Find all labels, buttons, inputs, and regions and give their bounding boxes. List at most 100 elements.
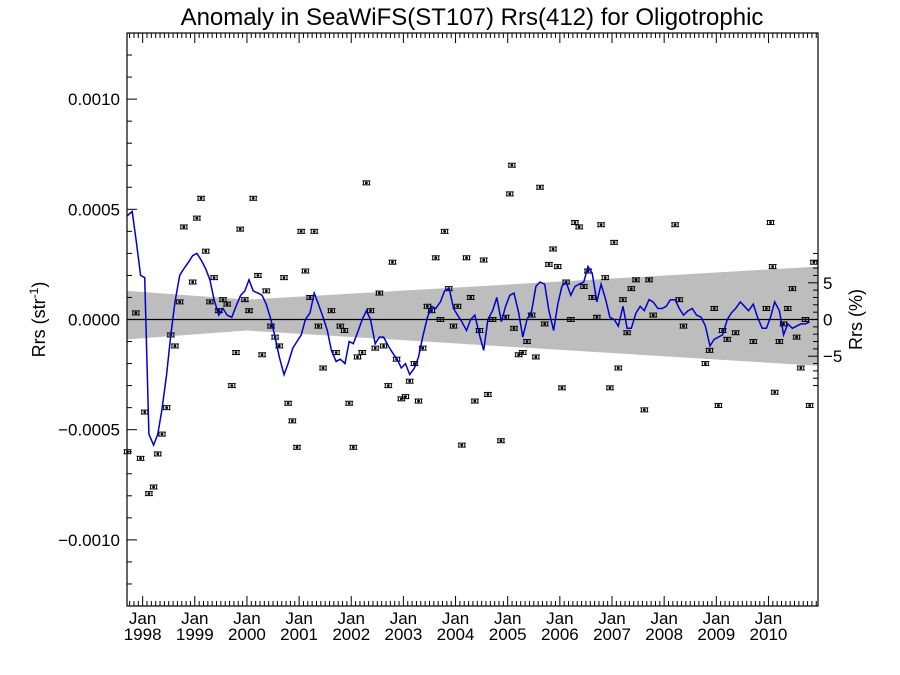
data-point [153, 451, 162, 457]
point-marker [182, 225, 186, 229]
data-point [362, 180, 371, 186]
point-marker [343, 329, 346, 332]
point-marker [277, 344, 281, 348]
y-axis-label-left-sup: -1 [27, 287, 41, 298]
point-marker [256, 274, 260, 277]
point-marker [712, 307, 716, 310]
point-marker [682, 324, 685, 328]
point-marker [347, 401, 351, 405]
point-marker [425, 304, 429, 308]
y-left-tick-label: −0.0010 [58, 531, 120, 550]
point-marker [603, 276, 607, 280]
data-point [496, 438, 505, 444]
x-tick-label-year: 2004 [437, 625, 475, 644]
data-point [618, 297, 627, 303]
point-marker [299, 229, 303, 233]
point-marker [634, 278, 638, 282]
data-point [431, 255, 440, 261]
y-axis-label-left-base: Rrs (str [29, 298, 49, 357]
x-tick-label-month: Jan [546, 609, 573, 628]
point-marker [173, 344, 177, 348]
point-marker [795, 335, 799, 339]
y-axis-label-left-close: ) [29, 282, 49, 288]
y-left-tick-label: −0.0005 [58, 421, 120, 440]
point-marker [316, 324, 320, 328]
y-axis-label-right: Rrs (%) [846, 289, 866, 350]
x-tick-label-month: Jan [598, 609, 625, 628]
data-point [258, 352, 267, 358]
point-marker [573, 221, 577, 224]
data-point [768, 264, 777, 270]
data-point [327, 308, 336, 314]
point-marker [143, 410, 147, 414]
data-point [293, 444, 302, 450]
data-point [714, 402, 723, 408]
data-point [457, 442, 466, 448]
data-point [718, 328, 727, 334]
point-marker [771, 265, 775, 269]
x-tick-label-year: 1999 [176, 625, 214, 644]
point-marker [577, 225, 581, 229]
data-point [192, 215, 201, 221]
point-marker [199, 196, 203, 200]
data-point [253, 272, 262, 278]
y-right-tick-label: −5 [823, 347, 842, 366]
data-point [210, 275, 219, 281]
point-marker [486, 393, 490, 396]
point-marker [351, 445, 355, 449]
point-marker [734, 331, 738, 335]
data-point [631, 277, 640, 283]
point-marker [499, 439, 503, 443]
data-point [557, 385, 566, 391]
data-point [796, 365, 805, 371]
data-point [371, 345, 380, 351]
data-point [731, 330, 740, 336]
x-tick-label-year: 2003 [384, 625, 422, 644]
point-marker [773, 390, 777, 394]
data-point [579, 283, 588, 289]
data-point [483, 391, 492, 397]
point-marker [417, 399, 420, 403]
data-point [179, 224, 188, 230]
data-point [423, 303, 432, 309]
data-point [197, 195, 206, 201]
point-marker [651, 313, 655, 317]
data-point [297, 228, 306, 234]
point-marker [764, 307, 768, 310]
point-marker [439, 318, 442, 321]
data-point [384, 383, 393, 389]
data-point [301, 268, 310, 274]
point-marker [551, 247, 555, 251]
point-marker [538, 185, 542, 189]
data-point [405, 378, 414, 384]
point-marker [152, 485, 155, 489]
x-tick-label-month: Jan [703, 609, 730, 628]
data-point [188, 279, 197, 285]
data-point [645, 277, 654, 283]
x-tick-label-year: 2002 [332, 625, 370, 644]
data-point [136, 455, 145, 461]
point-marker [204, 249, 208, 253]
data-point [531, 354, 540, 360]
data-point [605, 385, 614, 391]
point-marker [465, 256, 468, 260]
point-marker [530, 313, 534, 317]
point-marker [616, 366, 620, 370]
point-marker [769, 221, 772, 224]
point-marker [282, 276, 286, 280]
x-tick-label-year: 2005 [489, 625, 527, 644]
data-point [440, 228, 449, 234]
point-marker [642, 408, 646, 412]
point-marker [625, 331, 629, 335]
data-point [805, 402, 814, 408]
point-marker [569, 318, 573, 321]
point-marker [547, 263, 551, 266]
point-marker [473, 399, 477, 403]
x-tick-label-month: Jan [390, 609, 417, 628]
data-point [227, 383, 236, 389]
data-point [249, 195, 258, 201]
axis-ticks-layer: 0.00100.00050.0000−0.0005−0.001050−5Jan1… [58, 33, 842, 644]
point-marker [612, 240, 616, 244]
point-marker [234, 351, 238, 354]
